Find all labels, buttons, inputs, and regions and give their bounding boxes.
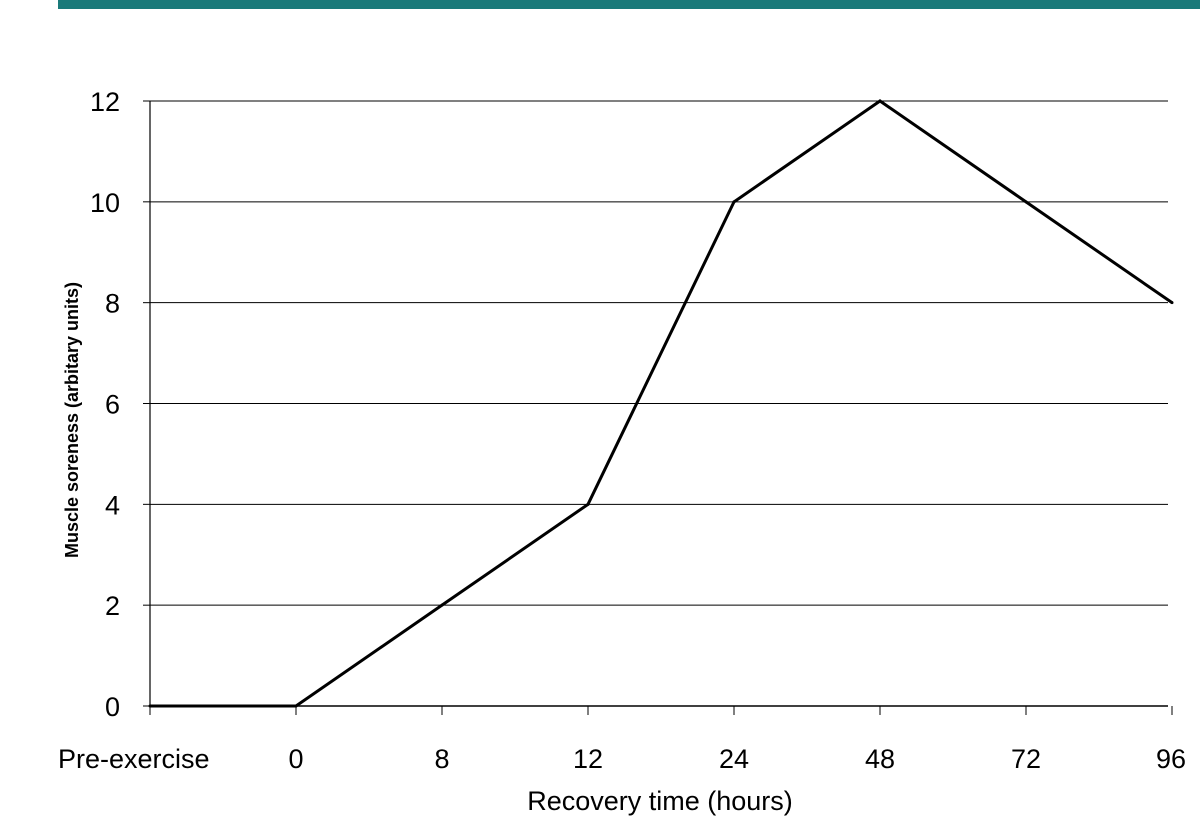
x-tick-label: 0 — [288, 744, 303, 774]
data-point — [148, 704, 152, 708]
x-tick-label: 72 — [1011, 744, 1041, 774]
data-point — [1024, 200, 1028, 204]
header-accent-bar — [58, 0, 1200, 9]
x-tick-label: 48 — [865, 744, 895, 774]
y-axis-ticks: 0 2 4 6 8 10 12 — [90, 87, 150, 722]
series-line-0 — [150, 99, 1173, 708]
x-tick-label: 96 — [1156, 744, 1186, 774]
y-tick-label: 10 — [90, 188, 120, 218]
data-point — [878, 99, 882, 103]
data-point — [732, 200, 736, 204]
x-tick-label: Pre-exercise — [58, 744, 210, 774]
y-tick-label: 12 — [90, 87, 120, 117]
y-tick-label: 2 — [105, 591, 120, 621]
y-tick-label: 6 — [105, 390, 120, 420]
series-group — [148, 99, 1174, 708]
y-tick-label: 8 — [105, 289, 120, 319]
data-point — [294, 704, 298, 708]
gridlines — [150, 100, 1168, 606]
data-point — [1170, 301, 1174, 305]
x-tick-label: 12 — [573, 744, 603, 774]
x-axis-ticks: Pre-exercise 0 8 12 24 48 72 96 — [58, 706, 1186, 774]
y-axis-title: Muscle soreness (arbitary units) — [62, 282, 82, 558]
y-tick-label: 4 — [105, 490, 120, 520]
x-axis-title: Recovery time (hours) — [527, 786, 793, 816]
y-tick-label: 0 — [105, 692, 120, 722]
data-point — [440, 603, 444, 607]
x-tick-label: 8 — [434, 744, 449, 774]
x-tick-label: 24 — [719, 744, 749, 774]
data-point — [586, 502, 590, 506]
